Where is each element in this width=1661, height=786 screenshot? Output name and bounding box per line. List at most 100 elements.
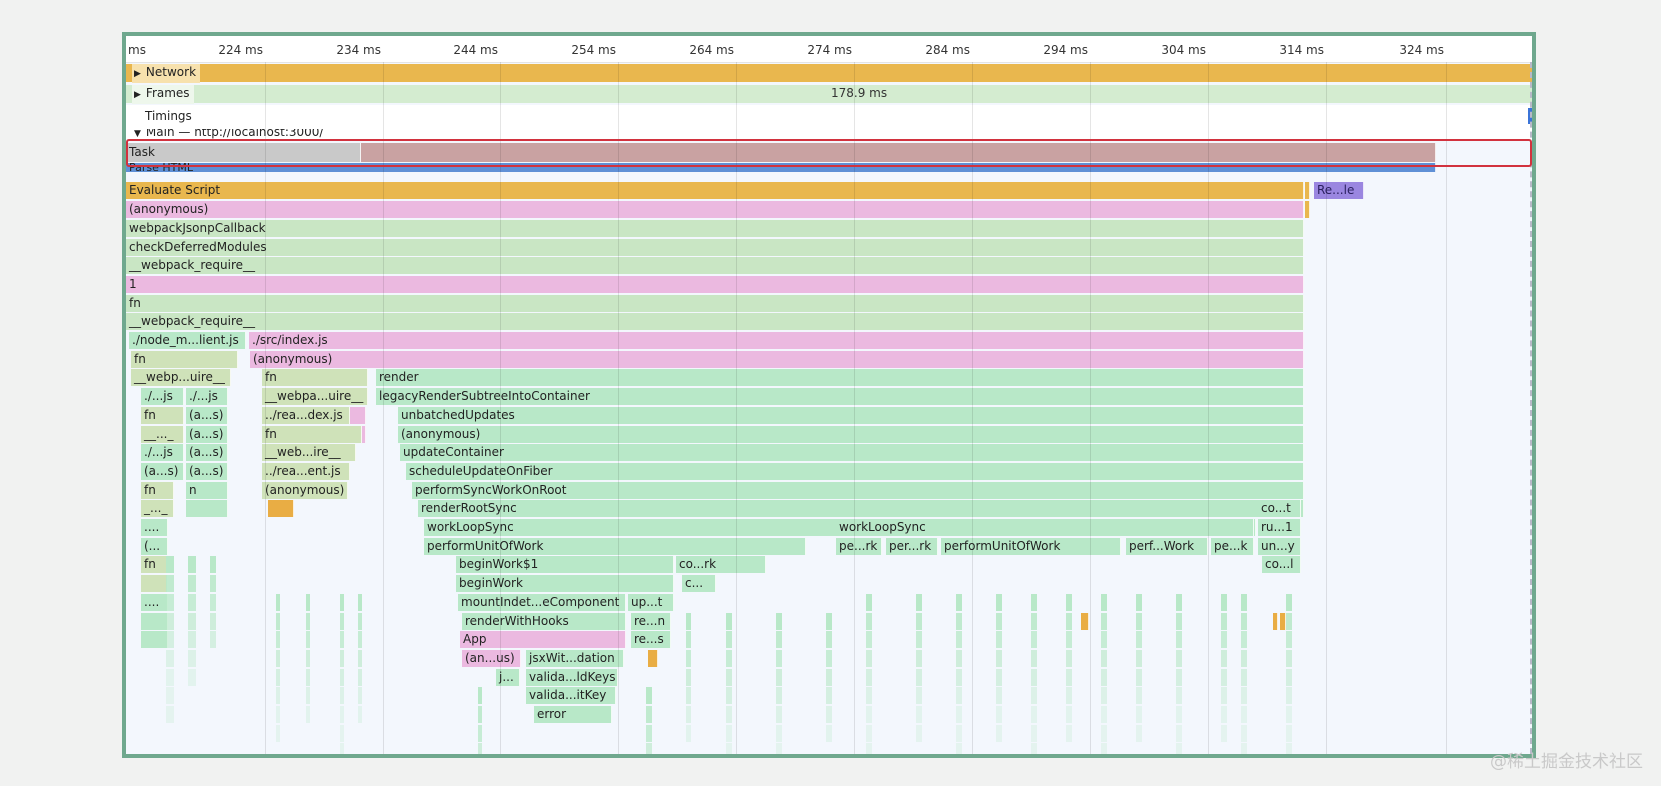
flame-call-sliver[interactable]	[1221, 706, 1227, 723]
flame-call-sliver[interactable]	[358, 631, 362, 649]
flame-call-sliver[interactable]	[686, 649, 691, 667]
flame-call-sliver[interactable]	[1101, 593, 1107, 611]
flame-call-valida-ldkeys[interactable]: valida...ldKeys	[526, 668, 618, 686]
flame-call-sliver[interactable]	[276, 631, 280, 649]
flame-call-sliver[interactable]	[866, 706, 872, 723]
flame-call-sliver[interactable]	[726, 612, 732, 630]
flame-call-sliver[interactable]	[866, 593, 872, 611]
flame-call-fn[interactable]: fn	[126, 294, 1304, 312]
flame-call-sliver[interactable]	[361, 143, 1436, 162]
flame-call-sliver[interactable]	[686, 724, 691, 742]
flame-call-sliver[interactable]	[726, 687, 732, 705]
flame-call-updatecontainer[interactable]: updateContainer	[400, 444, 1304, 462]
flame-call-re-le[interactable]: Re...le	[1314, 182, 1364, 200]
flame-call-sliver[interactable]	[1066, 724, 1072, 742]
flame-call-fn[interactable]: fn	[262, 425, 362, 443]
flame-call-sliver[interactable]	[726, 668, 732, 686]
flame-call-js[interactable]: ./...js	[141, 388, 184, 406]
flame-call-performunitofwork[interactable]: performUnitOfWork	[424, 537, 806, 555]
network-track-label[interactable]: ▶ Network	[132, 64, 201, 83]
flame-call-sliver[interactable]	[686, 668, 691, 686]
flame-call-sliver[interactable]	[306, 593, 310, 611]
flame-call-unbatchedupdates[interactable]: unbatchedUpdates	[398, 406, 1304, 424]
flame-call-co-t[interactable]: co...t	[1258, 500, 1301, 518]
flame-call-fn[interactable]: fn	[141, 556, 168, 574]
flame-call-sliver[interactable]	[776, 687, 782, 705]
flame-call-sliver[interactable]	[646, 743, 652, 754]
flame-call-evaluate-script[interactable]: Evaluate Script	[126, 182, 1304, 200]
flame-call-sliver[interactable]	[1241, 687, 1247, 705]
flame-call-sliver[interactable]	[956, 724, 962, 742]
flame-call-sliver[interactable]	[996, 668, 1002, 686]
flame-call-sliver[interactable]	[1176, 743, 1182, 754]
flame-call-[interactable]: (...	[141, 537, 168, 555]
flame-call-j[interactable]: j...	[496, 668, 520, 686]
timings-track-label[interactable]: Timings	[145, 109, 192, 123]
flame-call-a-s[interactable]: (a...s)	[186, 462, 228, 480]
flame-call-sliver[interactable]	[1241, 631, 1247, 649]
flame-call-sliver[interactable]	[1241, 593, 1247, 611]
flame-call-ru-1[interactable]: ru...1	[1258, 519, 1301, 536]
flame-call-pe-k[interactable]: pe...k	[1211, 537, 1254, 555]
flame-call-sliver[interactable]	[276, 687, 280, 705]
flame-call-sliver[interactable]	[916, 631, 922, 649]
flame-call-sliver[interactable]	[1031, 649, 1037, 667]
flame-call-sliver[interactable]	[276, 724, 280, 742]
flame-call-rea-dex-js[interactable]: ../rea...dex.js	[262, 406, 350, 424]
flame-call-sliver[interactable]	[916, 612, 922, 630]
flame-call-sliver[interactable]	[188, 575, 196, 593]
flame-call-sliver[interactable]	[1241, 706, 1247, 723]
flame-call-sliver[interactable]	[358, 593, 362, 611]
flame-call-co-rk[interactable]: co...rk	[676, 556, 766, 574]
flame-call-[interactable]: ....	[141, 593, 168, 611]
flame-call-sliver[interactable]	[276, 649, 280, 667]
flame-call-a-s[interactable]: (a...s)	[186, 406, 228, 424]
flame-call-sliver[interactable]	[1101, 668, 1107, 686]
flame-call-sliver[interactable]	[340, 687, 344, 705]
flame-call-sliver[interactable]	[1286, 724, 1292, 742]
flame-call-up-t[interactable]: up...t	[628, 593, 674, 611]
flame-call-sliver[interactable]	[956, 687, 962, 705]
flame-call-sliver[interactable]	[826, 668, 832, 686]
flame-call-anonymous[interactable]: (anonymous)	[126, 201, 1304, 219]
flame-call-sliver[interactable]	[188, 631, 196, 649]
flame-call-sliver[interactable]	[826, 649, 832, 667]
flame-call-sliver[interactable]	[141, 631, 168, 649]
flame-call-sliver[interactable]	[776, 631, 782, 649]
flame-call-app[interactable]: App	[460, 631, 626, 649]
flame-call-sliver[interactable]	[956, 649, 962, 667]
flame-call-sliver[interactable]	[1176, 593, 1182, 611]
flame-call-sliver[interactable]	[1273, 612, 1278, 630]
flame-call-sliver[interactable]	[956, 631, 962, 649]
flame-call-sliver[interactable]	[1031, 724, 1037, 742]
flame-call-sliver[interactable]	[996, 649, 1002, 667]
flame-call-a-s[interactable]: (a...s)	[186, 444, 228, 462]
flame-call-sliver[interactable]	[358, 612, 362, 630]
flame-call-jsxwit-dation[interactable]: jsxWit...dation	[526, 649, 624, 667]
flame-call-webp-uire[interactable]: __webp...uire__	[131, 369, 231, 387]
flame-call-fn[interactable]: fn	[141, 406, 184, 424]
flame-call-re-n[interactable]: re...n	[631, 612, 671, 630]
flame-call-sliver[interactable]	[646, 687, 652, 705]
flame-call-render[interactable]: render	[376, 369, 1304, 387]
flame-call-sliver[interactable]	[726, 631, 732, 649]
flame-call-sliver[interactable]	[1176, 649, 1182, 667]
flame-call-sliver[interactable]	[210, 575, 216, 593]
flame-call-sliver[interactable]	[306, 687, 310, 705]
flame-call-sliver[interactable]	[1176, 724, 1182, 742]
flame-call-sliver[interactable]	[1221, 724, 1227, 742]
frame-bar[interactable]	[126, 85, 1532, 103]
flame-call-sliver[interactable]	[996, 706, 1002, 723]
flame-call-sliver[interactable]	[686, 612, 691, 630]
flame-call-sliver[interactable]	[1176, 706, 1182, 723]
flame-call-sliver[interactable]	[1286, 668, 1292, 686]
flame-call-sliver[interactable]	[478, 724, 482, 742]
flame-call-webpackjsonpcallback[interactable]: webpackJsonpCallback	[126, 219, 1304, 237]
flame-call-sliver[interactable]	[776, 706, 782, 723]
flame-call-an-us[interactable]: (an...us)	[462, 649, 521, 667]
flame-call-sliver[interactable]	[210, 612, 216, 630]
flame-call-sliver[interactable]	[166, 706, 174, 723]
flame-call-sliver[interactable]	[1241, 743, 1247, 754]
flame-call-scheduleupdateonfiber[interactable]: scheduleUpdateOnFiber	[406, 462, 1304, 480]
flame-call-sliver[interactable]	[776, 668, 782, 686]
